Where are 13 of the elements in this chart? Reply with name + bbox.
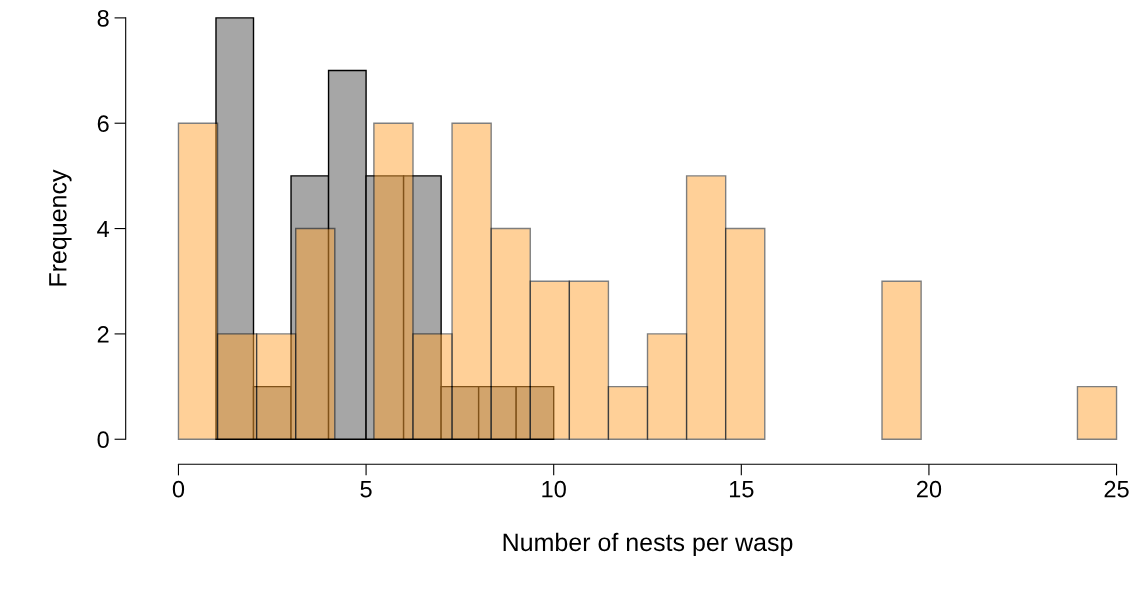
x-tick-label: 20 [916, 480, 942, 498]
y-tick-label: 8 [97, 9, 109, 27]
y-axis-title: Frequency [49, 169, 72, 286]
y-tick-label: 6 [97, 115, 109, 133]
x-tick-label: 5 [360, 481, 372, 498]
y-tick-label: 2 [97, 325, 109, 343]
x-tick-label: 15 [729, 481, 754, 498]
x-tick-label: 25 [1104, 480, 1129, 498]
y-tick-label: 0 [97, 431, 109, 449]
x-tick-label: 10 [542, 480, 566, 498]
x-axis-title: Number of nests per wasp [503, 532, 793, 557]
y-tick-label: 4 [97, 220, 110, 238]
x-tick-label: 0 [172, 480, 185, 498]
